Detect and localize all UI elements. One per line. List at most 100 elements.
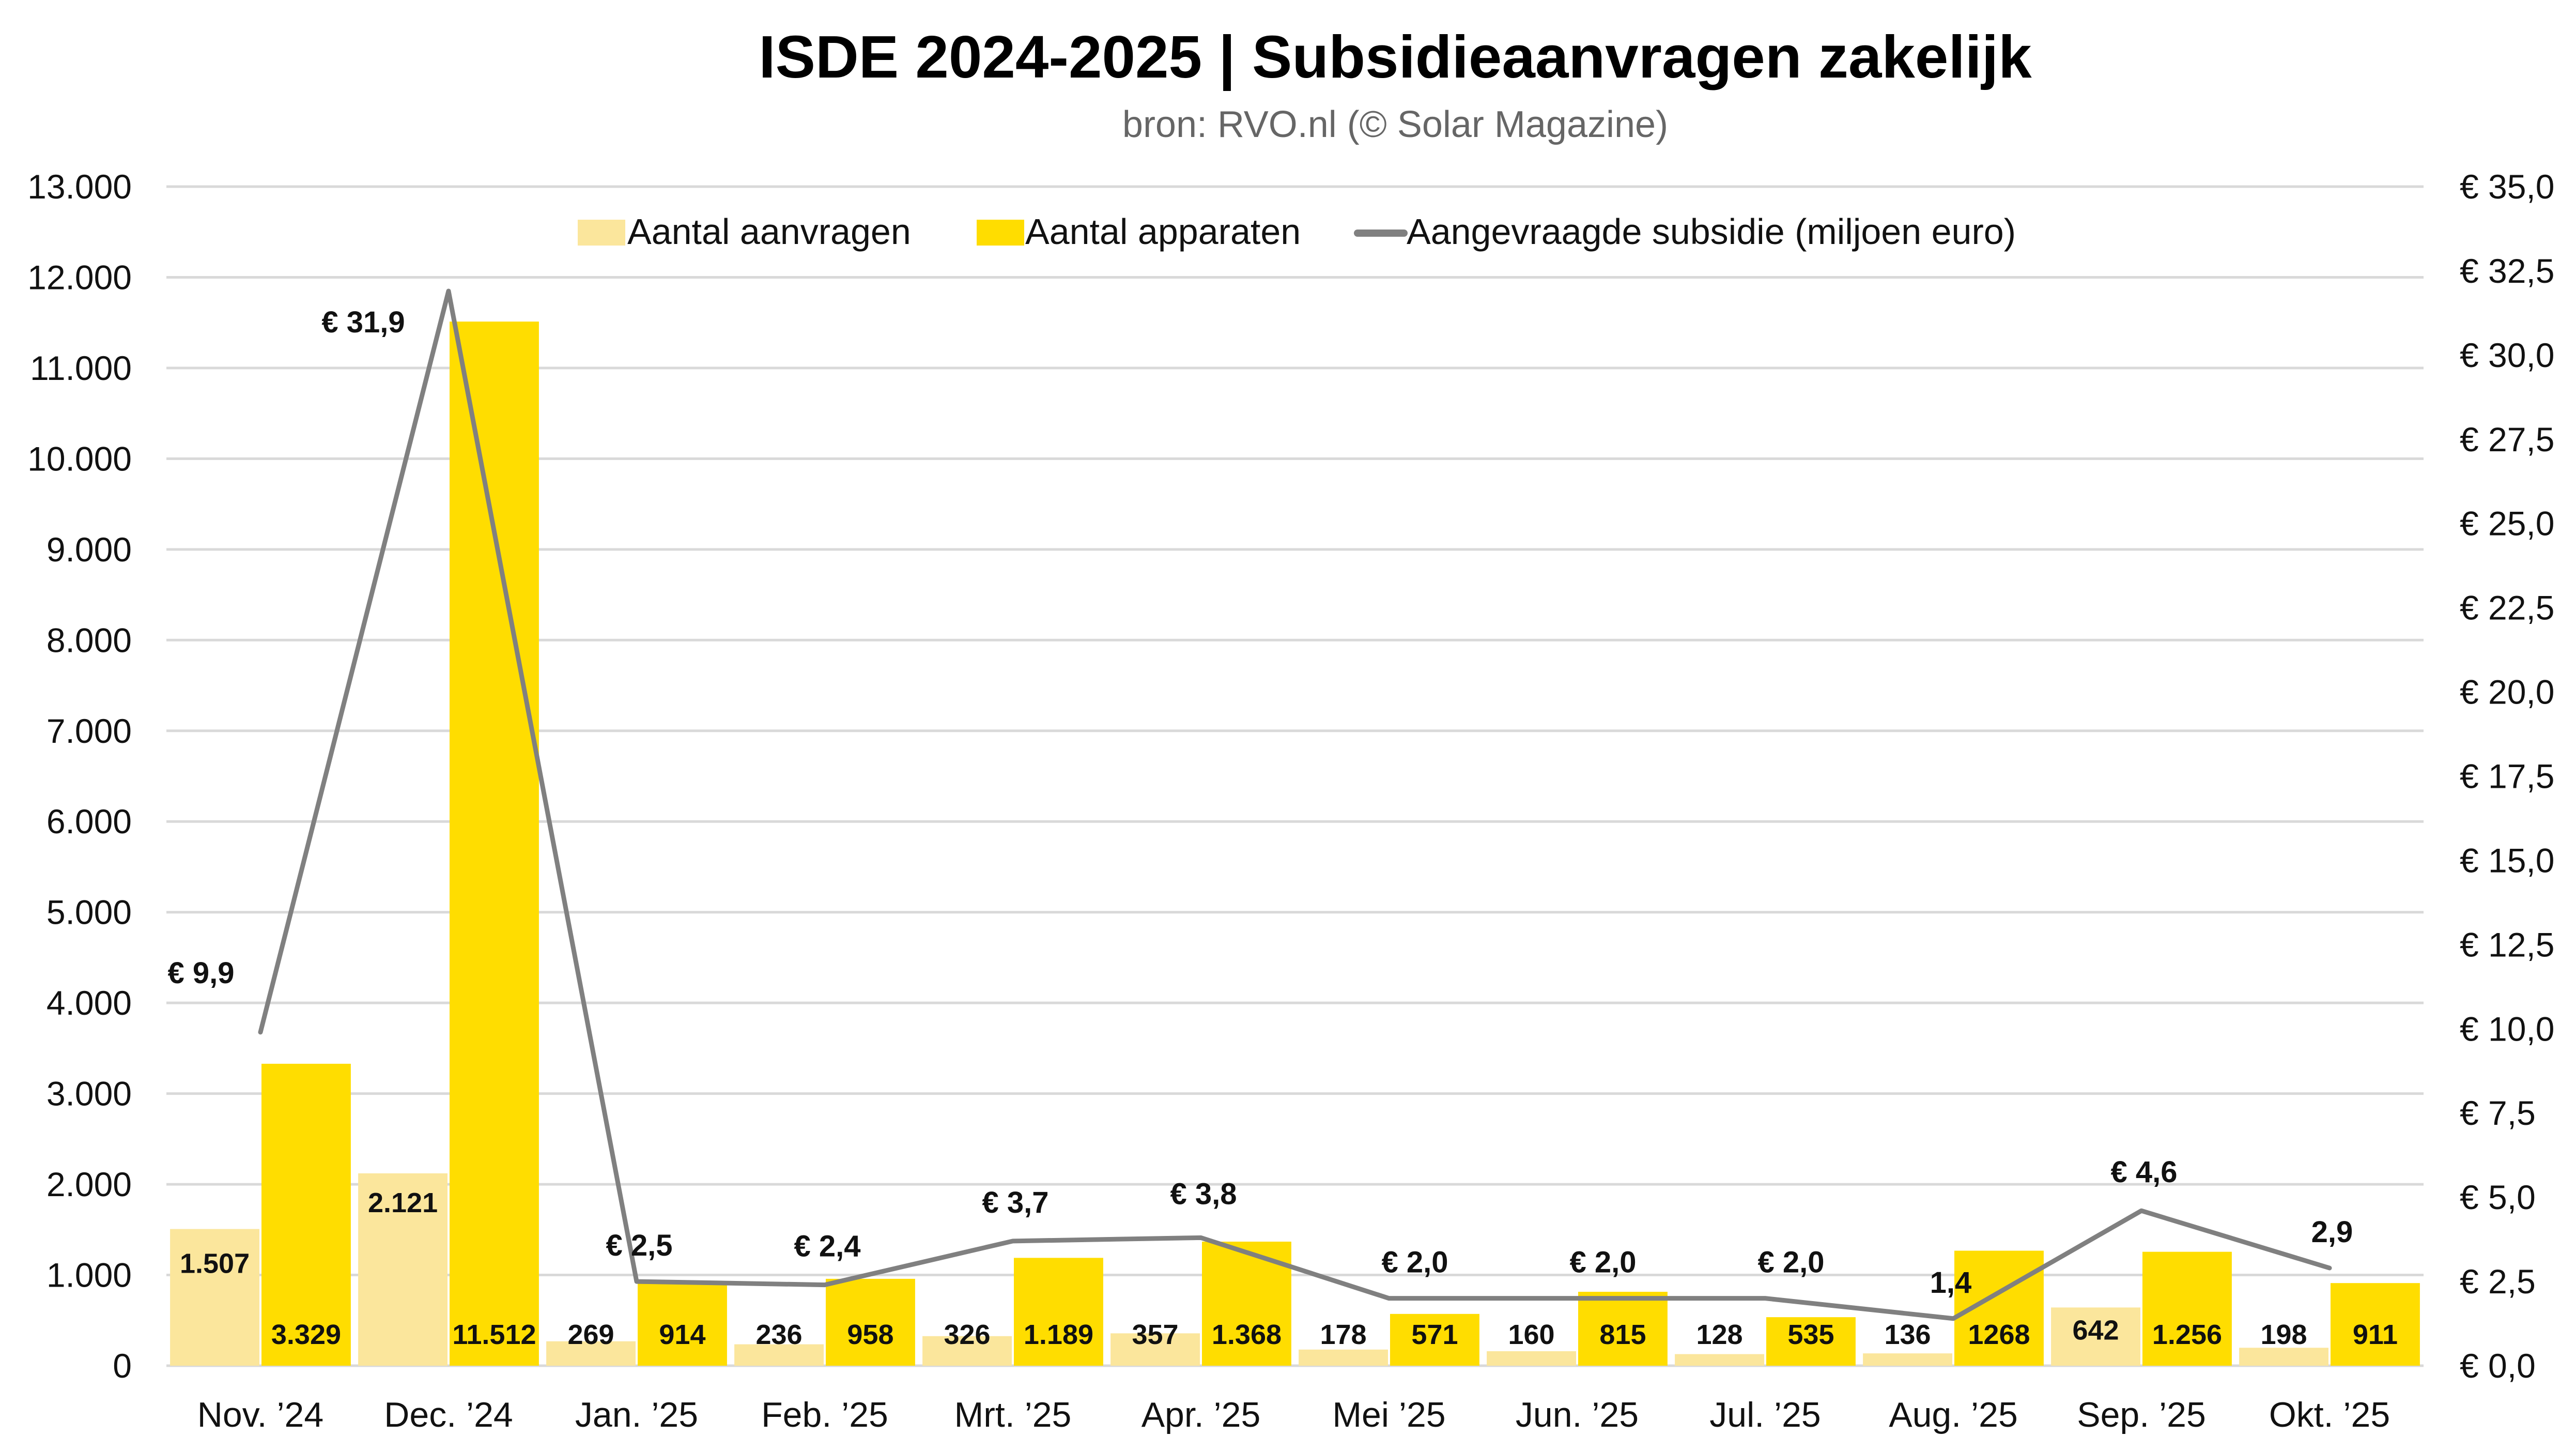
legend-label-aanvragen: Aantal aanvragen (627, 211, 911, 252)
bar-label-aanvragen: 136 (1884, 1319, 1931, 1350)
y-left-tick-label: 13.000 (27, 167, 132, 206)
line-subsidie[interactable] (258, 288, 2332, 1321)
y-right-tick-label: € 2,5 (2460, 1262, 2536, 1301)
bar-label-apparaten: 1268 (1968, 1319, 2030, 1350)
bar-apparaten[interactable] (1578, 1291, 1668, 1366)
bar-labels: 1.507 3.329 2.121 11.512 269 914 236 958 326 1.18… (180, 1187, 2398, 1350)
legend-swatch-apparaten (977, 220, 1024, 246)
bar-label-aanvragen: 642 (2072, 1315, 2119, 1346)
bar-aanvragen[interactable] (1487, 1351, 1576, 1366)
line-data-label: € 31,9 (321, 306, 405, 339)
line-data-label: € 9,9 (168, 956, 235, 990)
bar-label-aanvragen: 198 (2260, 1319, 2307, 1350)
y-right-tick-label: € 35,0 (2460, 167, 2555, 206)
bar-apparaten[interactable] (1766, 1317, 1856, 1366)
y-right-tick-label: € 27,5 (2460, 420, 2555, 459)
line-data-label: € 3,7 (982, 1186, 1049, 1219)
line-point[interactable] (1389, 1297, 1390, 1299)
bar-label-aanvragen: 357 (1132, 1319, 1178, 1350)
bar-aanvragen[interactable] (1863, 1353, 1952, 1366)
line-point[interactable] (2329, 1267, 2330, 1269)
bar-apparaten[interactable] (2331, 1283, 2420, 1366)
y-left-tick-label: 11.000 (30, 349, 132, 387)
line-point[interactable] (1200, 1237, 1201, 1239)
bar-aanvragen[interactable] (2239, 1348, 2328, 1366)
y-left-tick-label: 5.000 (47, 893, 132, 931)
gridlines (166, 185, 2424, 1367)
bar-aanvragen[interactable] (170, 1229, 259, 1366)
legend-item-apparaten[interactable]: Aantal apparaten (977, 211, 1301, 252)
bar-label-aanvragen: 2.121 (368, 1187, 438, 1218)
bar-label-aanvragen: 128 (1696, 1319, 1742, 1350)
bar-apparaten[interactable] (826, 1278, 915, 1366)
legend-item-subsidie[interactable]: Aangevraagde subsidie (miljoen euro) (1354, 211, 2016, 252)
bar-label-apparaten: 11.512 (452, 1319, 536, 1350)
y-left-tick-label: 8.000 (47, 621, 132, 659)
bar-aanvragen[interactable] (1675, 1354, 1764, 1366)
line-data-label: € 2,5 (606, 1229, 673, 1262)
line-data-label: € 2,4 (794, 1230, 861, 1263)
chart-title: ISDE 2024-2025 | Subsidieaanvragen zakel… (759, 23, 2032, 91)
x-tick-label: Mei ’25 (1332, 1395, 1445, 1434)
bar-apparaten[interactable] (1014, 1258, 1103, 1366)
bar-label-apparaten: 1.189 (1024, 1319, 1093, 1350)
y-left-tick-label: 6.000 (47, 802, 132, 841)
bars (170, 322, 2420, 1366)
y-right-tick-label: € 32,5 (2460, 252, 2555, 290)
line-point[interactable] (1577, 1297, 1578, 1299)
bar-apparaten[interactable] (638, 1282, 727, 1366)
right-axis: € 0,0 € 2,5 € 5,0 € 7,5 € 10,0 € 12,5 € 15,0 € … (2460, 167, 2555, 1385)
x-tick-label: Sep. ’25 (2077, 1395, 2206, 1434)
bar-aanvragen[interactable] (2051, 1307, 2140, 1366)
line-point[interactable] (636, 1281, 637, 1282)
line-point[interactable] (824, 1284, 825, 1286)
chart-subtitle: bron: RVO.nl (© Solar Magazine) (1122, 104, 1668, 145)
bar-label-apparaten: 815 (1599, 1319, 1646, 1350)
bar-aanvragen[interactable] (546, 1341, 636, 1366)
line-point[interactable] (2141, 1210, 2142, 1212)
y-right-tick-label: € 15,0 (2460, 841, 2555, 879)
line-point[interactable] (1012, 1240, 1013, 1242)
y-right-tick-label: € 30,0 (2460, 336, 2555, 374)
legend-item-aanvragen[interactable]: Aantal aanvragen (578, 211, 911, 252)
bar-apparaten[interactable] (2142, 1251, 2232, 1366)
x-tick-label: Dec. ’24 (384, 1395, 513, 1434)
bar-aanvragen[interactable] (734, 1344, 824, 1366)
x-tick-label: Aug. ’25 (1889, 1395, 2018, 1434)
y-left-tick-label: 3.000 (47, 1075, 132, 1113)
bar-label-aanvragen: 326 (944, 1319, 990, 1350)
bar-aanvragen[interactable] (1299, 1349, 1388, 1366)
line-point[interactable] (448, 291, 449, 292)
bar-aanvragen[interactable] (1110, 1333, 1200, 1366)
y-right-tick-label: € 22,5 (2460, 589, 2555, 627)
line-point[interactable] (260, 1031, 261, 1033)
y-left-tick-label: 12.000 (27, 258, 132, 296)
bar-apparaten[interactable] (261, 1063, 351, 1366)
bar-label-aanvragen: 1.507 (180, 1248, 250, 1279)
line-labels: € 9,9 € 31,9 € 2,5 € 2,4 € 3,7 € 3,8 € 2,0 € 2,… (168, 306, 2353, 1300)
bar-label-apparaten: 1.368 (1212, 1319, 1282, 1350)
line-data-label: € 2,0 (1758, 1246, 1825, 1279)
bar-aanvragen[interactable] (358, 1173, 448, 1366)
x-tick-label: Jun. ’25 (1516, 1395, 1639, 1434)
line-data-label: 2,9 (2311, 1215, 2353, 1249)
line-point[interactable] (1953, 1318, 1954, 1319)
bar-apparaten[interactable] (1390, 1313, 1479, 1366)
y-left-tick-label: 4.000 (47, 984, 132, 1022)
line-data-label: € 3,8 (1170, 1177, 1237, 1211)
y-left-tick-label: 2.000 (47, 1165, 132, 1203)
bar-label-aanvragen: 269 (567, 1319, 614, 1350)
bar-aanvragen[interactable] (922, 1336, 1012, 1366)
x-tick-label: Jan. ’25 (575, 1395, 698, 1434)
line-point[interactable] (1765, 1297, 1766, 1299)
bar-label-apparaten: 1.256 (2152, 1319, 2222, 1350)
line-data-label: € 2,0 (1570, 1246, 1637, 1279)
y-right-tick-label: € 7,5 (2460, 1094, 2536, 1132)
x-tick-label: Okt. ’25 (2269, 1395, 2390, 1434)
legend-swatch-aanvragen (578, 220, 625, 246)
bar-label-aanvragen: 178 (1320, 1319, 1366, 1350)
y-left-tick-label: 1.000 (47, 1256, 132, 1294)
bar-apparaten[interactable] (450, 322, 539, 1366)
bar-label-apparaten: 911 (2353, 1319, 2398, 1350)
